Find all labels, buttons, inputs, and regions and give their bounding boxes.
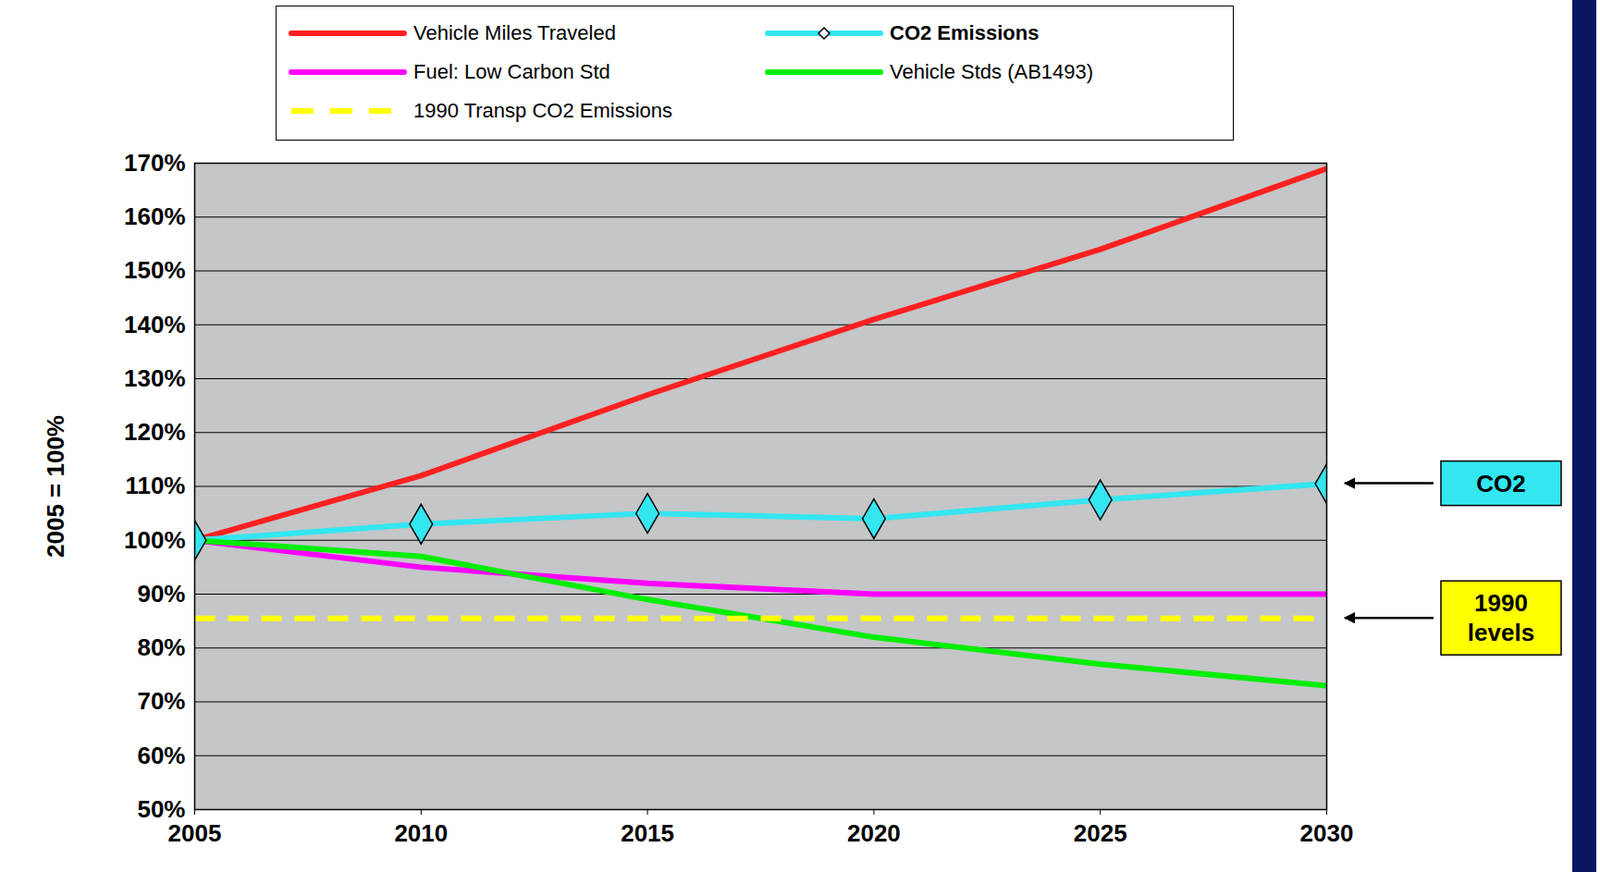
svg-text:160%: 160% (123, 202, 186, 231)
svg-text:170%: 170% (123, 148, 186, 177)
svg-text:CO2: CO2 (1476, 469, 1526, 498)
html-text:1990 Transp CO2 Emissions: 1990 Transp CO2 Emissions (413, 98, 673, 123)
svg-text:2030: 2030 (1300, 819, 1354, 848)
html-text:Fuel: Low Carbon Std: Fuel: Low Carbon Std (413, 60, 611, 84)
svg-text:50%: 50% (137, 795, 186, 823)
svg-text:2005: 2005 (168, 819, 222, 848)
html-text:Vehicle Miles Traveled: Vehicle Miles Traveled (413, 21, 616, 45)
svg-text:130%: 130% (123, 364, 186, 393)
svg-text:2020: 2020 (847, 819, 901, 848)
svg-text:1990levels: 1990levels (1467, 589, 1535, 647)
svg-text:120%: 120% (123, 418, 186, 446)
html-text:Vehicle Stds (AB1493): Vehicle Stds (AB1493) (889, 60, 1094, 84)
svg-text:2015: 2015 (620, 819, 675, 848)
svg-text:70%: 70% (136, 687, 185, 715)
svg-text:80%: 80% (136, 633, 185, 662)
html-text:CO2 Emissions: CO2 Emissions (889, 21, 1039, 45)
svg-text:150%: 150% (123, 256, 186, 284)
svg-text:90%: 90% (136, 579, 185, 608)
svg-text:2005 = 100%: 2005 = 100% (41, 415, 70, 558)
svg-text:2025: 2025 (1073, 819, 1128, 848)
svg-text:60%: 60% (136, 741, 185, 770)
svg-text:100%: 100% (123, 526, 186, 554)
svg-text:2010: 2010 (393, 819, 448, 848)
svg-text:140%: 140% (123, 310, 186, 339)
svg-text:110%: 110% (124, 471, 185, 500)
